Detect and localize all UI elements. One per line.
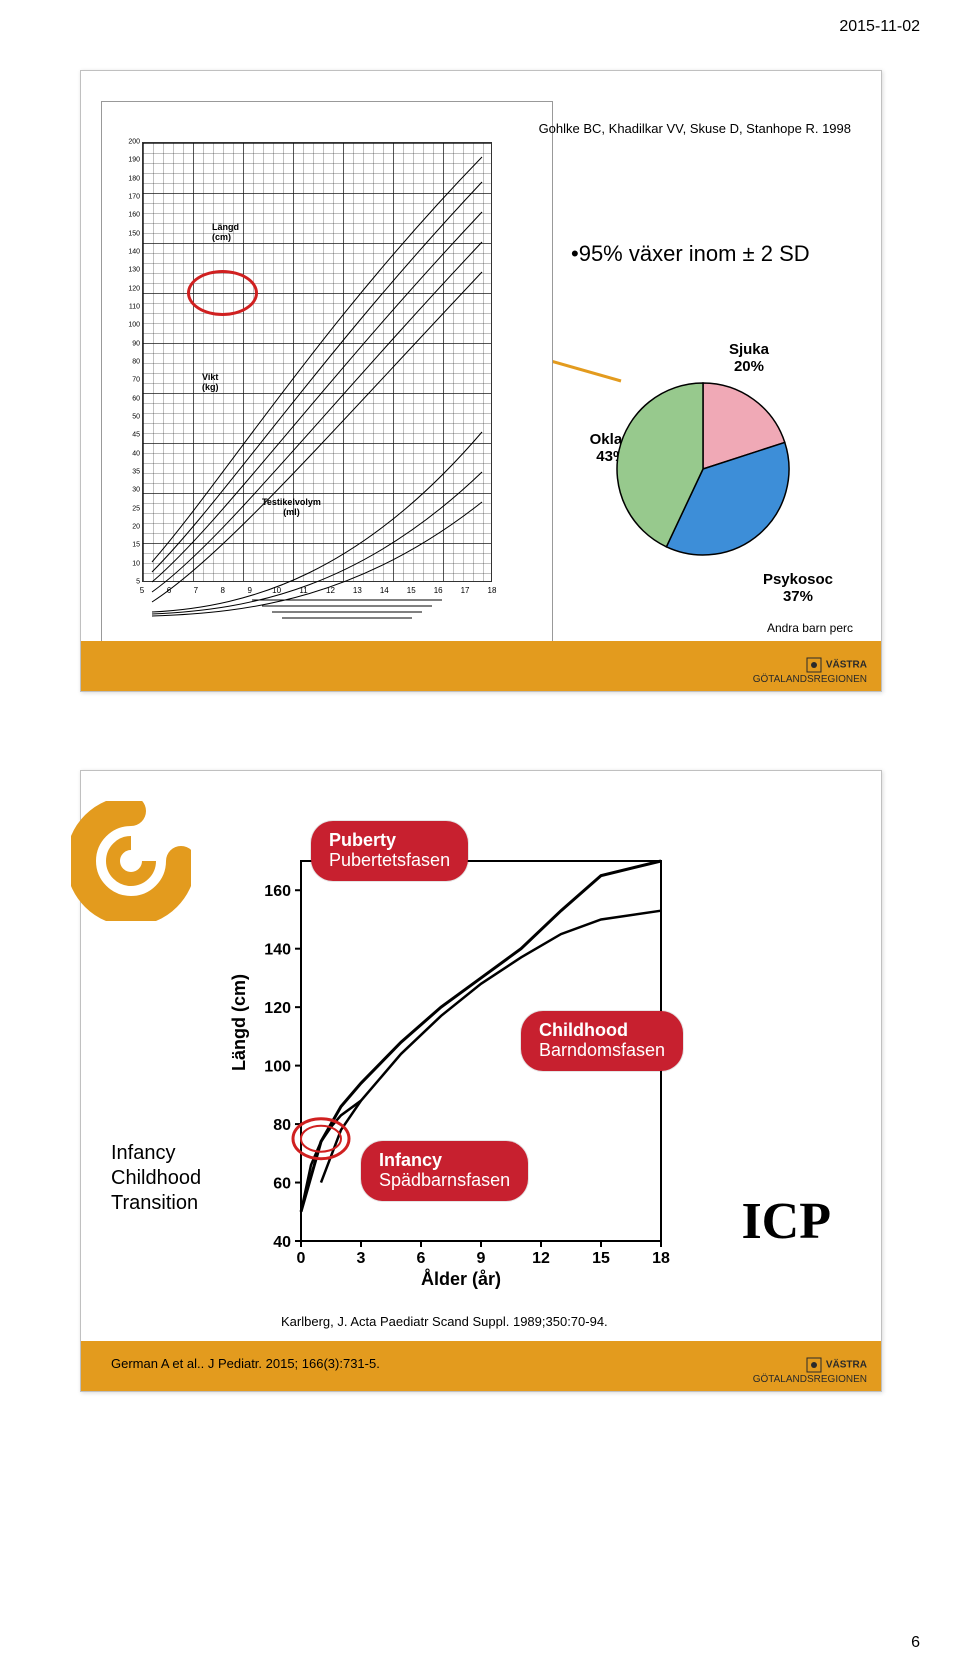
svg-text:0: 0	[297, 1250, 306, 1267]
footer-bar: VÄSTRAGÖTALANDSREGIONEN	[81, 641, 881, 691]
svg-text:120: 120	[264, 1000, 291, 1017]
bullet-95pct: •95% växer inom ± 2 SD	[571, 241, 851, 267]
slide-1: Längd(cm) Vikt(kg) Testikelvolym(ml) 567…	[80, 70, 882, 692]
citation-german: German A et al.. J Pediatr. 2015; 166(3)…	[111, 1356, 380, 1371]
slide-2: Infancy Childhood Transition 40608010012…	[80, 770, 882, 1392]
svg-text:100: 100	[264, 1059, 291, 1076]
svg-text:18: 18	[652, 1250, 670, 1267]
svg-text:12: 12	[532, 1250, 550, 1267]
svg-text:9: 9	[477, 1250, 486, 1267]
pie-label-psykosoc: Psykosoc37%	[763, 571, 833, 605]
phase-infancy: InfancySpädbarnsfasen	[361, 1141, 528, 1201]
svg-text:80: 80	[273, 1117, 291, 1134]
citation: Gohlke BC, Khadilkar VV, Skuse D, Stanho…	[539, 121, 851, 136]
x-axis-label: Ålder (år)	[421, 1269, 501, 1290]
svg-text:3: 3	[357, 1250, 366, 1267]
phase-puberty: PubertyPubertetsfasen	[311, 821, 468, 881]
transition-heading: Infancy Childhood Transition	[111, 1141, 201, 1216]
svg-text:160: 160	[264, 883, 291, 900]
brand-logo: VÄSTRAGÖTALANDSREGIONEN	[753, 1356, 867, 1385]
y-axis-label: Längd (cm)	[229, 974, 250, 1071]
svg-text:140: 140	[264, 942, 291, 959]
svg-text:40: 40	[273, 1234, 291, 1251]
page-number: 6	[911, 1634, 920, 1652]
andra-barn-perc: Andra barn perc	[767, 621, 853, 635]
growth-chart: Längd(cm) Vikt(kg) Testikelvolym(ml) 567…	[101, 101, 553, 643]
chart-label-langd: Längd(cm)	[212, 222, 239, 242]
chart-label-vikt: Vikt(kg)	[202, 372, 219, 392]
pie-chart	[605, 371, 801, 567]
brand-logo: VÄSTRAGÖTALANDSREGIONEN	[753, 656, 867, 685]
highlight-ellipse	[187, 270, 258, 316]
icp-text: ICP	[741, 1192, 831, 1251]
growth-curve-box: 4060801001201401600369121518 PubertyPube…	[251, 831, 671, 1291]
page-date: 2015-11-02	[839, 18, 920, 36]
svg-text:6: 6	[417, 1250, 426, 1267]
svg-text:15: 15	[592, 1250, 610, 1267]
svg-text:60: 60	[273, 1176, 291, 1193]
citation-karlberg: Karlberg, J. Acta Paediatr Scand Suppl. …	[281, 1314, 608, 1329]
swirl-logo	[71, 801, 191, 921]
phase-childhood: ChildhoodBarndomsfasen	[521, 1011, 683, 1071]
pie-label-sjuka: Sjuka20%	[729, 341, 769, 375]
chart-label-tv: Testikelvolym(ml)	[262, 497, 321, 517]
